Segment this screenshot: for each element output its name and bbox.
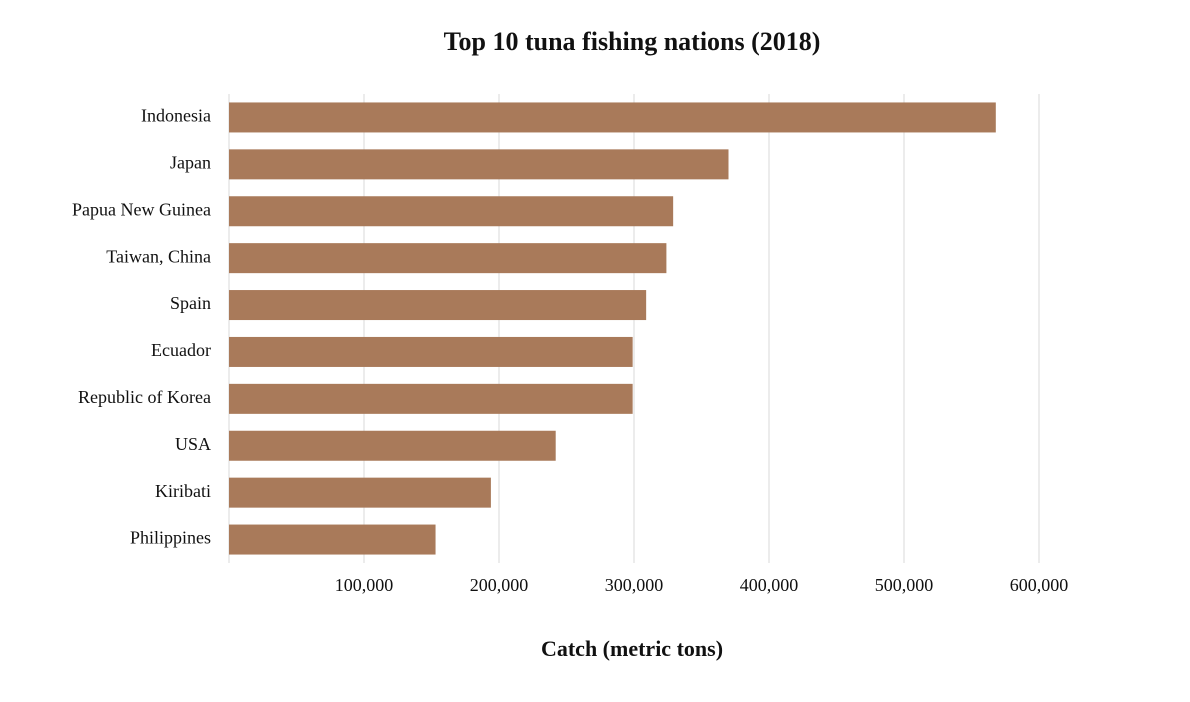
y-tick-label: Ecuador <box>151 340 211 360</box>
chart-title: Top 10 tuna fishing nations (2018) <box>444 27 821 56</box>
bar <box>229 290 647 321</box>
x-tick-label: 300,000 <box>605 575 664 595</box>
y-tick-label: Taiwan, China <box>106 246 211 266</box>
x-tick-label: 200,000 <box>470 575 529 595</box>
y-tick-label: Kiribati <box>155 481 211 501</box>
bar <box>229 524 436 555</box>
bar <box>229 149 729 180</box>
bar <box>229 430 556 461</box>
y-tick-label: Philippines <box>130 528 211 548</box>
bar <box>229 196 674 227</box>
bar <box>229 102 996 133</box>
bar <box>229 243 667 274</box>
x-axis-title: Catch (metric tons) <box>541 636 723 661</box>
x-tick-label: 400,000 <box>740 575 799 595</box>
bar <box>229 477 491 508</box>
x-tick-label: 100,000 <box>335 575 394 595</box>
x-tick-label: 500,000 <box>875 575 934 595</box>
bar <box>229 383 633 414</box>
y-tick-label: Papua New Guinea <box>72 199 211 219</box>
x-tick-label: 600,000 <box>1010 575 1069 595</box>
y-tick-label: Spain <box>170 293 211 313</box>
y-tick-label: USA <box>175 434 211 454</box>
y-tick-label: Indonesia <box>141 106 211 126</box>
y-tick-label: Republic of Korea <box>78 387 211 407</box>
y-tick-label: Japan <box>170 152 211 172</box>
bar <box>229 336 633 367</box>
